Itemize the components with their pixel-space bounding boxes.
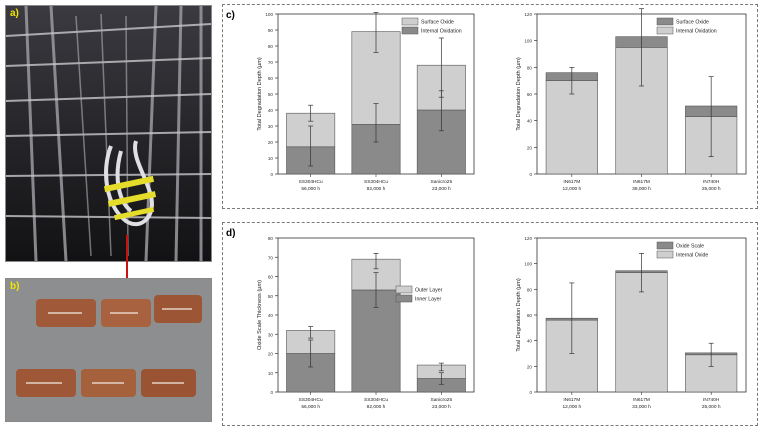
y-tick-label: 50 (268, 92, 274, 97)
chart-c-left: 0 10 20 30 40 50 60 70 80 90 100 Total Degradation … (257, 12, 475, 192)
x-tick-label: 33,000 h (632, 404, 651, 410)
chart-d-left: 0 10 20 30 40 50 60 70 80 Oxide Scale Thickness (… (257, 236, 475, 410)
y-tick-label: 30 (268, 332, 274, 337)
y-axis-label: Total Degradation Depth (µm) (257, 57, 263, 131)
legend-swatch (401, 17, 419, 26)
panel-label-a: a) (10, 8, 19, 19)
chart-c-right: 0 20 40 60 80 100 120 Total Degradation Depth (… (516, 8, 747, 192)
y-tick-label: 40 (268, 108, 274, 113)
x-tick-label: 23,000 h (432, 186, 451, 192)
y-tick-label: 70 (268, 60, 274, 65)
legend-entry: Inner Layer (415, 297, 442, 303)
x-tick-label: Sanicro25 (431, 179, 453, 185)
x-tick-label: IN740H (703, 397, 720, 403)
x-tick-label: 56,000 h (301, 186, 320, 192)
boiler-tubes-photo-icon (6, 6, 211, 261)
y-tick-label: 80 (268, 44, 274, 49)
panel-c-frame (222, 4, 758, 209)
y-tick-label: 100 (524, 39, 532, 44)
x-tick-label: SS304HCu (364, 397, 388, 403)
legend-swatch (401, 26, 419, 35)
x-tick-label: IN617M (563, 179, 580, 185)
legend-entry: Surface Oxide (421, 20, 454, 26)
x-tick-label: SS304HCu (299, 179, 323, 185)
panel-label-d: d) (226, 228, 236, 239)
bar-lower (545, 80, 598, 175)
legend-entry: Outer Layer (415, 288, 443, 294)
y-tick-label: 80 (527, 65, 533, 70)
x-tick-label: 82,000 h (367, 186, 386, 192)
x-tick-label: 25,000 h (702, 404, 721, 410)
y-axis-label: Total Degradation Depth (µm) (516, 278, 522, 352)
chart-d-right: 0 20 40 60 80 100 120 Total Degradation Depth (… (516, 236, 747, 410)
x-tick-label: 56,000 h (301, 404, 320, 410)
y-tick-label: 50 (268, 294, 274, 299)
legend-swatch (656, 250, 674, 259)
x-tick-label: IN617M (633, 179, 650, 185)
y-tick-label: 10 (268, 371, 274, 376)
x-tick-label: IN617M (633, 397, 650, 403)
legend-entry: Surface Oxide (676, 20, 709, 26)
y-tick-label: 60 (268, 76, 274, 81)
y-tick-label: 60 (527, 313, 533, 318)
y-tick-label: 120 (524, 12, 532, 17)
y-axis-label: Oxide Scale Thickness (µm) (257, 280, 263, 350)
x-tick-label: 12,000 h (562, 186, 581, 192)
x-tick-label: Sanicro25 (431, 397, 453, 403)
y-tick-label: 20 (527, 364, 533, 369)
y-tick-label: 40 (527, 119, 533, 124)
legend-entry: Internal Oxidation (676, 29, 717, 35)
x-tick-label: IN740H (703, 179, 720, 185)
panel-label-b: b) (10, 281, 20, 292)
x-tick-label: 38,000 h (632, 186, 651, 192)
legend-swatch (656, 26, 674, 35)
legend-swatch (395, 294, 413, 303)
panel-label-c: c) (226, 10, 235, 21)
x-tick-label: IN617M (563, 397, 580, 403)
x-tick-label: 23,000 h (432, 404, 451, 410)
y-tick-label: 60 (268, 275, 274, 280)
x-tick-label: 82,000 h (367, 404, 386, 410)
tube-samples-photo-icon (6, 279, 211, 421)
y-tick-label: 20 (527, 145, 533, 150)
panel-d-frame (222, 222, 758, 426)
legend-entry: Internal Oxidation (421, 29, 462, 35)
x-tick-label: 25,000 h (702, 186, 721, 192)
legend-entry: Internal Oxide (676, 253, 708, 259)
y-tick-label: 20 (268, 352, 274, 357)
legend-swatch (656, 241, 674, 250)
y-tick-label: 120 (524, 236, 532, 241)
legend-entry: Oxide Scale (676, 244, 704, 250)
x-tick-label: SS304HCu (364, 179, 388, 185)
x-tick-label: SS304HCu (299, 397, 323, 403)
y-tick-label: 60 (527, 92, 533, 97)
y-tick-label: 90 (268, 28, 274, 33)
y-tick-label: 40 (268, 313, 274, 318)
y-tick-label: 80 (527, 287, 533, 292)
y-tick-label: 0 (529, 172, 532, 177)
y-tick-label: 20 (268, 140, 274, 145)
y-tick-label: 0 (270, 172, 273, 177)
y-tick-label: 30 (268, 124, 274, 129)
photo-a (5, 5, 212, 262)
y-axis-label: Total Degradation Depth (µm) (516, 57, 522, 131)
y-tick-label: 0 (529, 390, 532, 395)
y-tick-label: 10 (268, 156, 274, 161)
bar-lower (615, 272, 668, 393)
y-tick-label: 100 (265, 12, 273, 17)
y-tick-label: 0 (270, 390, 273, 395)
photo-b (5, 278, 212, 422)
y-tick-label: 100 (524, 262, 532, 267)
y-tick-label: 80 (268, 236, 274, 241)
legend-swatch (656, 17, 674, 26)
x-tick-label: 12,000 h (562, 404, 581, 410)
legend-swatch (395, 285, 413, 294)
y-tick-label: 40 (527, 339, 533, 344)
y-tick-label: 70 (268, 255, 274, 260)
